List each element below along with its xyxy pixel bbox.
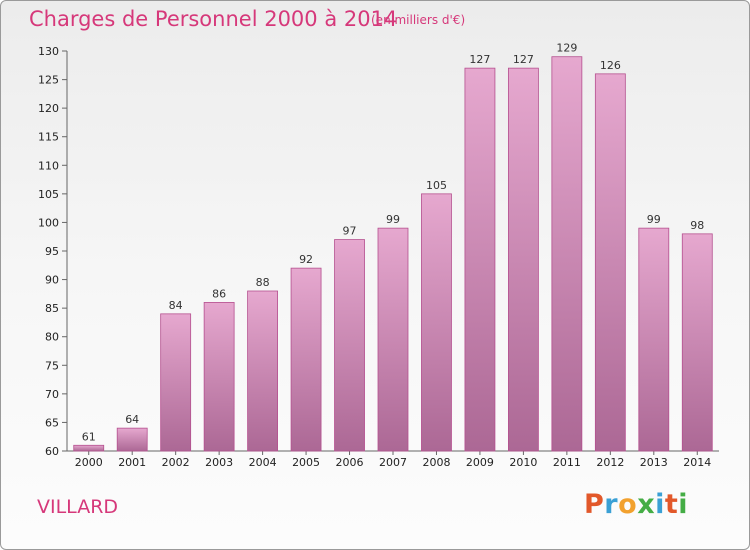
logo-letter: o bbox=[618, 489, 638, 520]
y-tick-label: 90 bbox=[45, 274, 59, 287]
y-tick-label: 60 bbox=[45, 445, 59, 458]
bar-2010 bbox=[507, 67, 539, 452]
logo-letter: t bbox=[664, 489, 679, 520]
value-label-2000: 61 bbox=[82, 430, 96, 443]
y-tick-label: 100 bbox=[38, 216, 59, 229]
bar-2004 bbox=[247, 290, 279, 452]
bar-2000 bbox=[73, 444, 105, 452]
logo-letter: P bbox=[584, 489, 605, 520]
x-tick-label: 2014 bbox=[683, 456, 711, 469]
value-label-2003: 86 bbox=[212, 287, 226, 300]
value-label-2001: 64 bbox=[125, 413, 139, 426]
bar-2002 bbox=[160, 313, 192, 452]
x-tick-label: 2008 bbox=[422, 456, 450, 469]
y-tick-label: 125 bbox=[38, 74, 59, 87]
x-tick-label: 2002 bbox=[162, 456, 190, 469]
bar-2014 bbox=[681, 233, 713, 452]
y-tick-label: 115 bbox=[38, 131, 59, 144]
y-tick-label: 120 bbox=[38, 102, 59, 115]
y-tick-label: 65 bbox=[45, 416, 59, 429]
y-tick-label: 80 bbox=[45, 331, 59, 344]
value-label-2013: 99 bbox=[647, 213, 661, 226]
place-name: VILLARD bbox=[37, 496, 119, 518]
proxiti-logo: Proxiti bbox=[584, 489, 688, 520]
x-tick-label: 2013 bbox=[640, 456, 668, 469]
value-label-2010: 127 bbox=[513, 53, 534, 66]
bar-2007 bbox=[377, 227, 409, 452]
x-tick-label: 2011 bbox=[553, 456, 581, 469]
bar-2012 bbox=[594, 73, 626, 452]
logo-letter: i bbox=[655, 489, 665, 520]
bar-2005 bbox=[290, 267, 322, 452]
value-label-2012: 126 bbox=[600, 59, 621, 72]
value-label-2004: 88 bbox=[256, 276, 270, 289]
bar-2009 bbox=[464, 67, 496, 452]
x-tick-label: 2006 bbox=[336, 456, 364, 469]
y-tick-label: 105 bbox=[38, 188, 59, 201]
value-label-2009: 127 bbox=[469, 53, 490, 66]
value-label-2011: 129 bbox=[556, 42, 577, 55]
value-label-2014: 98 bbox=[690, 219, 704, 232]
x-tick-label: 2001 bbox=[118, 456, 146, 469]
x-tick-label: 2003 bbox=[205, 456, 233, 469]
bar-2001 bbox=[116, 427, 148, 452]
chart-title: Charges de Personnel 2000 à 2014 bbox=[29, 7, 398, 31]
y-tick-label: 110 bbox=[38, 159, 59, 172]
chart-subtitle: (en milliers d'€) bbox=[371, 13, 466, 27]
logo-letter: i bbox=[678, 489, 689, 520]
x-tick-label: 2012 bbox=[596, 456, 624, 469]
value-label-2006: 97 bbox=[343, 225, 357, 238]
value-label-2002: 84 bbox=[169, 299, 183, 312]
x-tick-label: 2000 bbox=[75, 456, 103, 469]
x-tick-label: 2007 bbox=[379, 456, 407, 469]
y-tick-label: 85 bbox=[45, 302, 59, 315]
y-tick-label: 75 bbox=[45, 359, 59, 372]
bar-2011 bbox=[551, 56, 583, 452]
logo-letter: r bbox=[604, 489, 619, 520]
y-tick-label: 95 bbox=[45, 245, 59, 258]
bar-2013 bbox=[638, 227, 670, 452]
x-tick-label: 2009 bbox=[466, 456, 494, 469]
value-label-2005: 92 bbox=[299, 253, 313, 266]
x-tick-label: 2005 bbox=[292, 456, 320, 469]
value-label-2007: 99 bbox=[386, 213, 400, 226]
bar-2003 bbox=[203, 302, 235, 452]
logo-letter: x bbox=[637, 489, 656, 520]
x-tick-label: 2004 bbox=[249, 456, 277, 469]
x-tick-label: 2010 bbox=[509, 456, 537, 469]
bar-2008 bbox=[421, 193, 452, 452]
y-tick-label: 130 bbox=[38, 45, 59, 58]
bar-2006 bbox=[334, 239, 365, 452]
value-label-2008: 105 bbox=[426, 179, 447, 192]
y-tick-label: 70 bbox=[45, 388, 59, 401]
